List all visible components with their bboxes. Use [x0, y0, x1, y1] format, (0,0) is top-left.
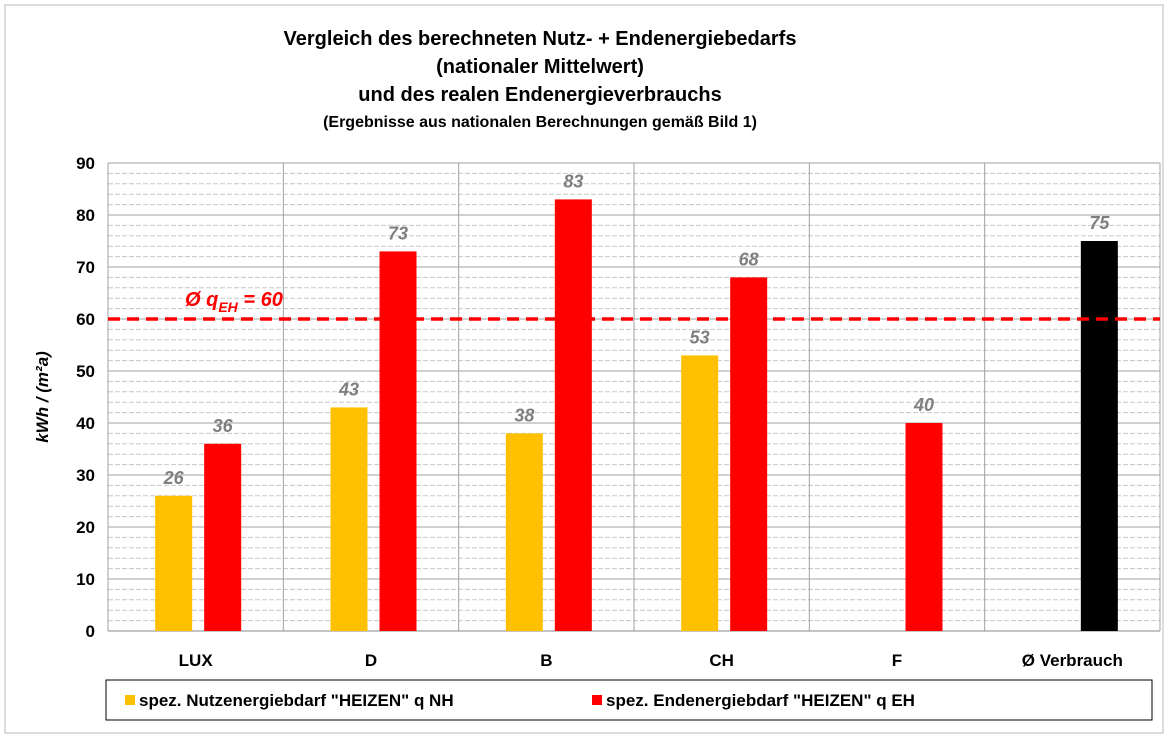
bar: [681, 355, 719, 631]
y-tick-label: 0: [86, 622, 95, 641]
legend-label: spez. Nutzenergiebdarf "HEIZEN" q NH: [139, 691, 454, 710]
data-label: 73: [388, 223, 408, 243]
reference-label-suffix: = 60: [238, 289, 283, 311]
reference-label-prefix: Ø q: [185, 289, 218, 311]
legend-box: [105, 679, 1153, 721]
data-label: 43: [338, 379, 359, 399]
bar: [905, 423, 943, 631]
data-label: 75: [1089, 213, 1110, 233]
data-label: 26: [163, 468, 185, 488]
x-tick-label: D: [365, 651, 377, 670]
bar: [730, 277, 768, 631]
y-tick-label: 30: [76, 466, 95, 485]
bar: [379, 251, 417, 631]
data-label: 38: [514, 405, 534, 425]
bar: [155, 495, 193, 631]
bar: [554, 199, 592, 631]
data-label: 36: [213, 416, 234, 436]
x-tick-label: Ø Verbrauch: [1022, 651, 1123, 670]
y-tick-label: 10: [76, 570, 95, 589]
x-tick-label: CH: [709, 651, 734, 670]
bar: [330, 407, 368, 631]
reference-label: Ø qEH = 60: [185, 289, 283, 315]
y-tick-label: 80: [76, 206, 95, 225]
y-tick-label: 90: [76, 154, 95, 173]
data-label: 40: [913, 395, 934, 415]
chart-title: und des realen Endenergieverbrauchs: [358, 84, 721, 106]
chart-title: (Ergebnisse aus nationalen Berechnungen …: [323, 114, 757, 131]
y-tick-label: 60: [76, 310, 95, 329]
data-label: 68: [739, 249, 759, 269]
y-tick-label: 40: [76, 414, 95, 433]
data-label: 53: [690, 327, 710, 347]
legend-swatch: [592, 695, 602, 705]
y-tick-label: 20: [76, 518, 95, 537]
legend-swatch: [125, 695, 135, 705]
bar: [204, 443, 242, 631]
y-axis-label: kWh / (m²a): [33, 351, 52, 443]
legend-label: spez. Endenergiebdarf "HEIZEN" q EH: [606, 691, 915, 710]
data-label: 83: [563, 171, 583, 191]
bar: [505, 433, 543, 631]
x-tick-label: LUX: [179, 651, 214, 670]
reference-label-sub: EH: [218, 299, 238, 315]
y-tick-label: 50: [76, 362, 95, 381]
chart-title: Vergleich des berechneten Nutz- + Endene…: [284, 28, 797, 50]
y-tick-label: 70: [76, 258, 95, 277]
bar: [1080, 241, 1118, 631]
chart-title: (nationaler Mittelwert): [436, 56, 644, 78]
x-tick-label: F: [892, 651, 902, 670]
x-tick-label: B: [540, 651, 552, 670]
